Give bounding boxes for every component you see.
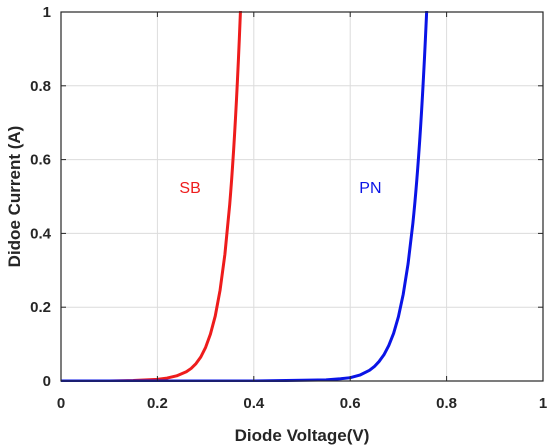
x-tick-label-0: 0 (57, 395, 65, 412)
y-tick-label-5: 1 (43, 4, 51, 21)
x-tick-label-3: 0.6 (340, 395, 361, 412)
x-tick-label-1: 0.2 (147, 395, 168, 412)
x-tick-label-4: 0.8 (436, 395, 457, 412)
series-group (61, 11, 429, 382)
annotations: SB PN (179, 180, 381, 197)
y-tick-labels: 0 0.2 0.4 0.6 0.8 1 (30, 4, 52, 390)
axes-box (60, 11, 544, 382)
y-tick-label-1: 0.2 (30, 299, 51, 316)
series-line-pn (61, 11, 429, 382)
series-line-sb (61, 11, 242, 382)
x-axis-label: Diode Voltage(V) (235, 426, 370, 445)
grid (60, 11, 544, 382)
series-label-pn: PN (359, 180, 381, 197)
y-tick-label-4: 0.8 (30, 78, 51, 95)
y-tick-label-0: 0 (43, 373, 51, 390)
plot-frame (60, 11, 544, 382)
x-tick-labels: 0 0.2 0.4 0.6 0.8 1 (57, 395, 547, 412)
y-axis-label: Didoe Current (A) (5, 126, 24, 268)
x-tick-label-5: 1 (539, 395, 547, 412)
series-label-sb: SB (179, 180, 200, 197)
y-tick-label-2: 0.4 (30, 225, 52, 242)
y-tick-label-3: 0.6 (30, 152, 51, 169)
x-tick-label-2: 0.4 (243, 395, 265, 412)
